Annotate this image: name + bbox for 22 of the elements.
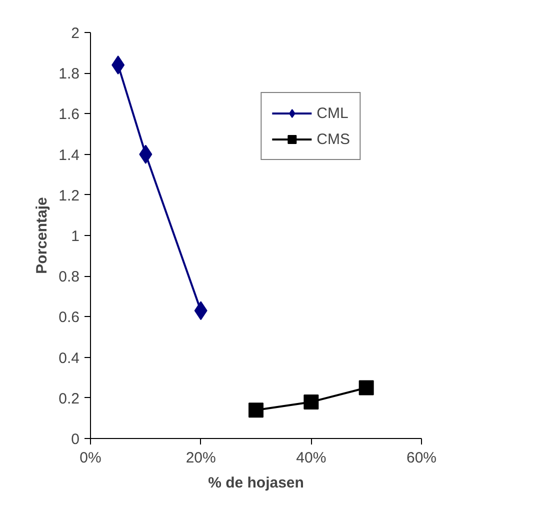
x-tick-label: 0% xyxy=(80,450,102,466)
y-tick-label: 0 xyxy=(71,431,80,448)
y-tick-label: 0.2 xyxy=(58,390,80,408)
legend-label: CML xyxy=(316,104,348,122)
y-tick-label: 2 xyxy=(71,25,80,42)
y-tick-label: 1.8 xyxy=(58,66,80,83)
x-tick-label: 20% xyxy=(186,450,216,466)
y-tick-label: 1.4 xyxy=(58,146,80,164)
legend-label: CMS xyxy=(316,130,350,148)
y-tick-label: 0.8 xyxy=(58,268,80,286)
y-tick-label: 1.6 xyxy=(58,106,80,124)
point xyxy=(304,394,319,410)
y-tick-label: 0.6 xyxy=(58,309,80,326)
point xyxy=(358,380,374,396)
y-tick-label: 0.4 xyxy=(58,350,80,367)
y-axis-title: Porcentaje xyxy=(34,197,51,274)
y-tick-label: 1 xyxy=(71,228,80,245)
x-tick-label: 40% xyxy=(296,450,326,466)
y-tick-label: 1.2 xyxy=(58,187,80,204)
point xyxy=(248,402,264,418)
x-axis-title: % de hojasen xyxy=(208,474,304,492)
x-tick-label: 60% xyxy=(406,450,437,466)
